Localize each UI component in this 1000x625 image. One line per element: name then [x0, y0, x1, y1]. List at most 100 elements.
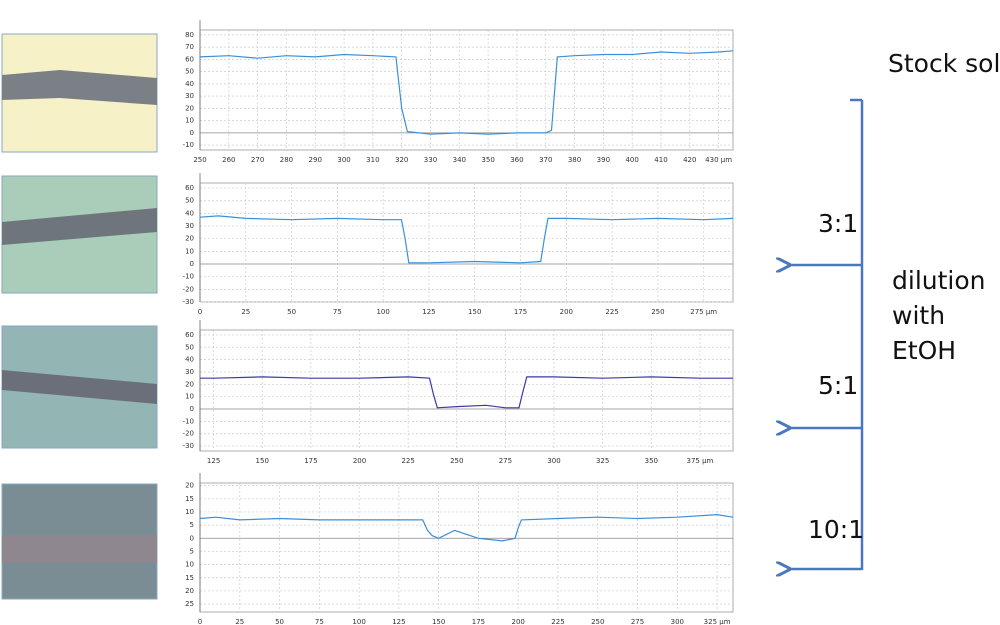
- x-tick-label: 300: [547, 457, 560, 465]
- y-tick-label: 20: [185, 587, 194, 595]
- y-tick-label: 10: [185, 561, 194, 569]
- micrograph: [1, 325, 158, 449]
- x-tick-label: 370: [539, 156, 552, 164]
- micrograph: [1, 175, 158, 294]
- x-tick-label: 150: [468, 308, 481, 316]
- x-tick-label: 250: [450, 457, 463, 465]
- x-tick-label: 150: [256, 457, 269, 465]
- y-tick-label: 10: [185, 393, 194, 401]
- annotation: 10:1: [808, 515, 864, 544]
- y-tick-label: 10: [185, 508, 194, 516]
- x-tick-label: 340: [453, 156, 466, 164]
- side-label: EtOH: [892, 336, 956, 365]
- x-tick-label: 310: [366, 156, 379, 164]
- x-tick-label: 320: [395, 156, 408, 164]
- y-tick-label: -10: [183, 273, 194, 281]
- y-tick-label: 15: [185, 574, 194, 582]
- x-tick-label: 300: [337, 156, 350, 164]
- y-tick-label: 60: [185, 55, 194, 63]
- y-tick-label: 10: [185, 117, 194, 125]
- y-tick-label: 30: [185, 222, 194, 230]
- y-tick-label: -10: [183, 417, 194, 425]
- y-tick-label: 5: [190, 547, 194, 555]
- side-label: with: [892, 301, 945, 330]
- x-tick-label: 275 µm: [690, 308, 717, 316]
- x-tick-label: 25: [241, 308, 250, 316]
- y-tick-label: 15: [185, 495, 194, 503]
- x-tick-label: 100: [352, 618, 365, 625]
- annotation: Stock solution: [888, 49, 1000, 78]
- y-tick-label: 50: [185, 343, 194, 351]
- x-tick-label: 275: [499, 457, 512, 465]
- y-tick-label: 0: [190, 405, 194, 413]
- x-tick-label: 0: [198, 618, 202, 625]
- x-tick-label: 225: [401, 457, 414, 465]
- plot-area: [199, 329, 734, 452]
- x-tick-label: 150: [432, 618, 445, 625]
- x-tick-label: 275: [631, 618, 644, 625]
- x-tick-label: 270: [251, 156, 264, 164]
- side-label: dilution: [892, 266, 986, 295]
- y-tick-label: 0: [190, 534, 194, 542]
- annotation: 5:1: [818, 371, 858, 400]
- x-tick-label: 125: [392, 618, 405, 625]
- y-tick-label: -30: [183, 298, 194, 306]
- x-tick-label: 390: [597, 156, 610, 164]
- y-tick-label: 25: [185, 600, 194, 608]
- plot-area: [199, 29, 734, 151]
- x-tick-label: 360: [510, 156, 523, 164]
- x-tick-label: 280: [280, 156, 293, 164]
- x-tick-label: 225: [605, 308, 618, 316]
- x-tick-label: 350: [481, 156, 494, 164]
- y-tick-label: 40: [185, 80, 194, 88]
- x-tick-label: 375 µm: [687, 457, 714, 465]
- x-tick-label: 175: [304, 457, 317, 465]
- x-tick-label: 300: [671, 618, 684, 625]
- micrograph: [1, 483, 158, 600]
- x-tick-label: 410: [654, 156, 667, 164]
- plot-area: [199, 182, 734, 303]
- profile-line: [200, 376, 733, 409]
- x-tick-label: 400: [625, 156, 638, 164]
- y-tick-label: 20: [185, 380, 194, 388]
- y-tick-label: 30: [185, 92, 194, 100]
- x-tick-label: 350: [645, 457, 658, 465]
- x-tick-label: 50: [287, 308, 296, 316]
- annotation: 3:1: [818, 209, 858, 238]
- profile-line: [199, 215, 734, 264]
- y-tick-label: -20: [183, 285, 194, 293]
- y-tick-label: 30: [185, 368, 194, 376]
- x-tick-label: 325 µm: [704, 618, 731, 625]
- x-tick-label: 125: [207, 457, 220, 465]
- y-tick-label: -10: [183, 141, 194, 149]
- y-tick-label: 60: [185, 331, 194, 339]
- x-tick-label: 380: [568, 156, 581, 164]
- y-tick-label: 0: [190, 129, 194, 137]
- x-tick-label: 250: [591, 618, 604, 625]
- x-tick-label: 75: [333, 308, 342, 316]
- x-tick-label: 75: [315, 618, 324, 625]
- x-tick-label: 290: [309, 156, 322, 164]
- y-tick-label: 5: [190, 521, 194, 529]
- x-tick-label: 250: [651, 308, 664, 316]
- x-tick-label: 225: [551, 618, 564, 625]
- x-tick-label: 200: [560, 308, 573, 316]
- y-tick-label: 60: [185, 184, 194, 192]
- x-tick-label: 250: [193, 156, 206, 164]
- x-tick-label: 25: [235, 618, 244, 625]
- profile-line: [199, 513, 734, 542]
- x-tick-label: 175: [514, 308, 527, 316]
- x-tick-label: 125: [422, 308, 435, 316]
- y-tick-label: 0: [190, 260, 194, 268]
- y-tick-label: 50: [185, 68, 194, 76]
- y-tick-label: 20: [185, 482, 194, 490]
- x-tick-label: 200: [512, 618, 525, 625]
- x-tick-label: 0: [198, 308, 202, 316]
- x-tick-label: 50: [275, 618, 284, 625]
- x-tick-label: 100: [376, 308, 389, 316]
- x-tick-label: 200: [353, 457, 366, 465]
- y-tick-label: 50: [185, 197, 194, 205]
- y-tick-label: 40: [185, 356, 194, 364]
- y-tick-label: 20: [185, 235, 194, 243]
